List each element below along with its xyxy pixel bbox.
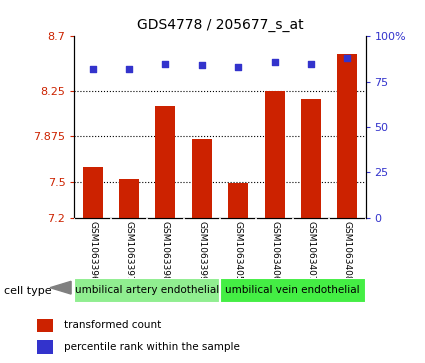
Text: umbilical artery endothelial: umbilical artery endothelial [75, 285, 219, 295]
Bar [192, 139, 212, 218]
Point [308, 61, 314, 66]
Point [271, 59, 278, 65]
Text: GSM1063396: GSM1063396 [88, 221, 97, 282]
Text: cell type: cell type [4, 286, 52, 297]
Point [89, 66, 96, 72]
Bar [228, 183, 248, 218]
Text: GSM1063406: GSM1063406 [270, 221, 279, 281]
Text: percentile rank within the sample: percentile rank within the sample [64, 342, 239, 352]
Bar [82, 167, 102, 218]
Title: GDS4778 / 205677_s_at: GDS4778 / 205677_s_at [136, 19, 303, 33]
Bar [337, 54, 357, 218]
Point [344, 55, 351, 61]
Text: transformed count: transformed count [64, 321, 161, 330]
Point [235, 64, 241, 70]
Text: umbilical vein endothelial: umbilical vein endothelial [225, 285, 360, 295]
Text: GSM1063399: GSM1063399 [197, 221, 206, 282]
Bar [37, 319, 54, 332]
Text: GSM1063407: GSM1063407 [306, 221, 315, 281]
Bar [301, 99, 321, 218]
Bar [220, 278, 366, 303]
Bar [264, 91, 284, 218]
Text: GSM1063397: GSM1063397 [125, 221, 133, 282]
Point [125, 66, 132, 72]
Text: GSM1063405: GSM1063405 [234, 221, 243, 281]
Point [198, 62, 205, 68]
Bar [119, 179, 139, 218]
Bar [37, 340, 54, 354]
Bar [74, 278, 220, 303]
Point [162, 61, 169, 66]
Bar [156, 106, 176, 218]
Text: GSM1063398: GSM1063398 [161, 221, 170, 282]
Polygon shape [50, 281, 71, 294]
Text: GSM1063408: GSM1063408 [343, 221, 352, 281]
